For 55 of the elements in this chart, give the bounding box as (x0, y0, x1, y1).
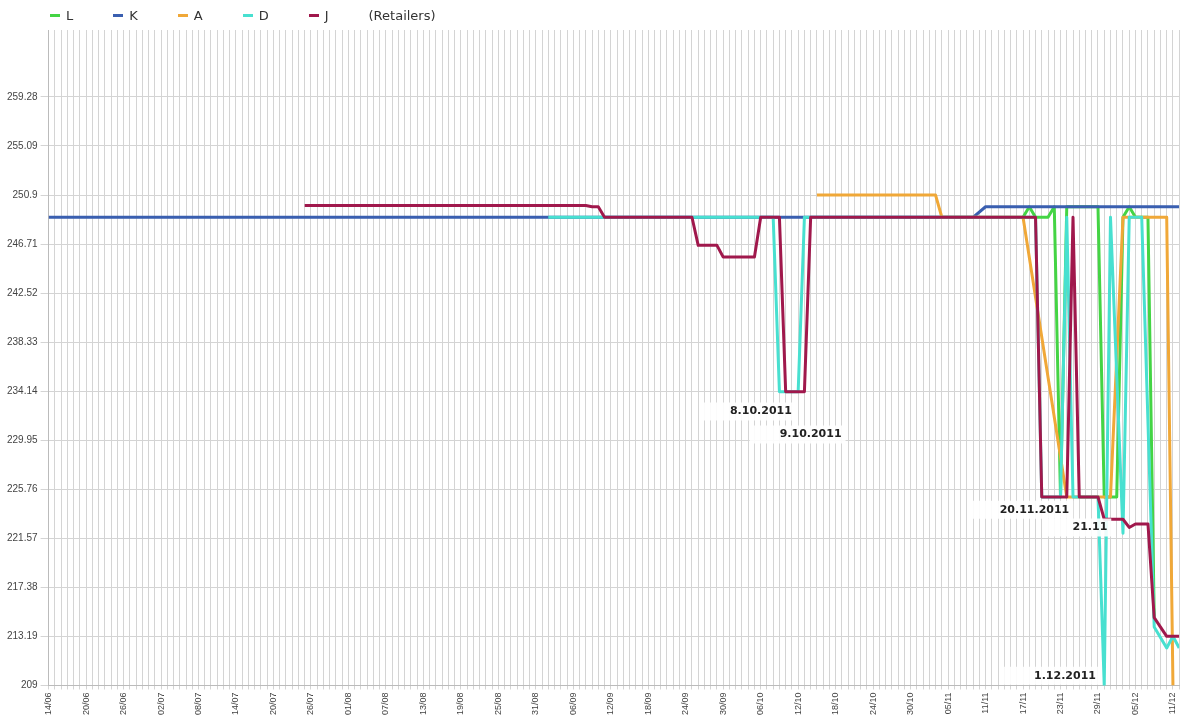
x-tick-label: 24/10 (867, 692, 878, 716)
x-tick-label: 11/12 (1167, 692, 1178, 715)
x-tick-label: 14/06 (43, 692, 54, 716)
x-tick-label: 23/11 (1055, 692, 1065, 715)
x-tick-label: 26/07 (305, 692, 316, 716)
x-tick-label: 12/10 (792, 692, 803, 716)
legend-label: L (65, 8, 74, 23)
x-tick-label: 06/10 (755, 692, 766, 716)
x-tick-label: 31/08 (530, 692, 541, 716)
x-tick-label: 12/09 (605, 692, 616, 716)
y-tick-label: 221.57 (6, 532, 39, 544)
x-tick-label: 25/08 (492, 692, 503, 716)
y-tick-label: 255.09 (6, 139, 39, 151)
annotation: 20.11.2011 (999, 502, 1070, 516)
x-tick-label: 26/06 (118, 692, 129, 716)
y-tick-label: 213.19 (6, 630, 39, 642)
x-tick-label: 13/08 (417, 692, 428, 716)
legend-label: K (128, 8, 138, 23)
y-tick-label: 234.14 (6, 384, 39, 396)
x-tick-label: 19/08 (455, 692, 466, 716)
y-tick-label: 259.28 (6, 90, 39, 102)
x-tick-label: 29/11 (1092, 692, 1103, 715)
y-tick-label: 246.71 (6, 237, 39, 249)
legend-label: J (323, 8, 329, 23)
y-tick-label: 238.33 (6, 335, 39, 347)
y-tick-label: 209 (20, 679, 39, 691)
y-tick-label: 217.38 (6, 581, 39, 593)
x-tick-label: 20/07 (267, 692, 278, 716)
x-tick-label: 02/07 (155, 692, 166, 716)
x-tick-label: 20/06 (80, 692, 91, 716)
y-tick-label: 242.52 (6, 286, 39, 298)
x-tick-label: 11/11 (980, 692, 991, 714)
y-tick-label: 250.9 (12, 188, 39, 200)
y-tick-label: 229.95 (6, 434, 39, 446)
x-tick-label: 14/07 (230, 692, 241, 716)
legend-title: (Retailers) (368, 8, 436, 23)
annotation: 9.10.2011 (779, 427, 842, 441)
x-tick-label: 06/09 (567, 692, 578, 716)
x-tick-label: 18/10 (830, 692, 841, 716)
y-tick-label: 225.76 (6, 483, 39, 495)
legend-label: D (257, 8, 269, 23)
x-tick-label: 30/09 (717, 692, 728, 716)
x-tick-label: 08/07 (192, 692, 203, 716)
annotation: 1.12.2011 (1034, 668, 1096, 682)
x-tick-label: 24/09 (680, 692, 691, 716)
annotation: 8.10.2011 (729, 404, 792, 418)
legend-label: A (192, 8, 203, 23)
x-tick-label: 30/10 (905, 692, 916, 716)
x-tick-label: 01/08 (342, 692, 353, 716)
x-tick-label: 05/12 (1129, 692, 1140, 716)
annotation: 21.11 (1072, 520, 1108, 534)
x-tick-label: 05/11 (942, 692, 953, 715)
x-tick-label: 17/11 (1017, 692, 1028, 715)
x-tick-label: 07/08 (380, 692, 391, 716)
x-tick-label: 18/09 (642, 692, 653, 716)
